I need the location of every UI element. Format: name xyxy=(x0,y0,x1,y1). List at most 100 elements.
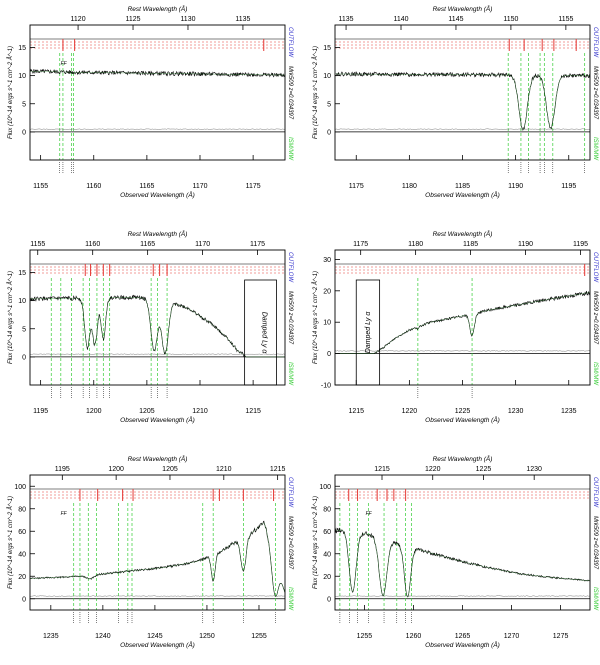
ism-label: ISM/MW xyxy=(287,137,293,161)
error-spectrum xyxy=(30,595,285,597)
y-tick-label: 0 xyxy=(22,596,26,603)
model-fit xyxy=(335,529,590,598)
top-tick-label: 1150 xyxy=(503,16,518,23)
x-tick-label: 1210 xyxy=(192,408,208,415)
ff-annotation: FF xyxy=(61,61,68,67)
y-tick-label: 40 xyxy=(323,551,331,558)
top-tick-label: 1145 xyxy=(448,16,463,23)
top-tick-label: 1195 xyxy=(55,466,70,473)
y-tick-label: 0 xyxy=(22,129,26,136)
spectrum-trace xyxy=(30,520,285,598)
x-axis-title: Observed Wavelength (Å) xyxy=(425,640,500,649)
x-tick-label: 1195 xyxy=(33,408,48,415)
y-tick-label: 10 xyxy=(18,298,26,305)
top-axis-title: Rest Wavelength (Å) xyxy=(433,454,493,463)
y-axis-title: Flux (10^-14 ergs s^-1 cm^-2 Å^-1) xyxy=(7,271,14,364)
x-tick-label: 1255 xyxy=(357,633,373,640)
outflow-label: OUTFLOW xyxy=(592,27,598,58)
x-tick-label: 1250 xyxy=(199,633,215,640)
top-tick-label: 1190 xyxy=(518,241,533,248)
error-spectrum xyxy=(335,350,590,352)
y-axis-title: Flux (10^-14 ergs s^-1 cm^-2 Å^-1) xyxy=(7,496,14,589)
plot-frame xyxy=(29,474,286,611)
x-tick-label: 1195 xyxy=(561,183,576,190)
y-tick-label: 60 xyxy=(323,529,331,536)
ff-annotation: FF xyxy=(61,511,68,517)
spectrum-panel-bottom-left: 1235 1240 1245 1250 1255 1195 1200 1205 1210 1215… xyxy=(7,454,293,649)
model-fit xyxy=(30,297,285,358)
y-tick-label: 100 xyxy=(319,484,331,491)
panel-title: Mrk509 z=0.034397 xyxy=(592,66,598,120)
y-axis-title: Flux (10^-14 ergs s^-1 cm^-2 Å^-1) xyxy=(312,271,319,364)
y-tick-label: 15 xyxy=(18,270,26,277)
top-tick-label: 1215 xyxy=(374,466,390,473)
x-tick-label: 1170 xyxy=(192,183,207,190)
top-tick-label: 1125 xyxy=(125,16,140,23)
top-tick-label: 1155 xyxy=(558,16,573,23)
top-tick-label: 1140 xyxy=(393,16,408,23)
y-tick-label: 10 xyxy=(323,320,331,327)
top-axis-title: Rest Wavelength (Å) xyxy=(433,4,493,13)
damped-lya-box xyxy=(244,279,277,386)
outflow-label: OUTFLOW xyxy=(287,477,293,508)
outflow-label: OUTFLOW xyxy=(287,27,293,58)
error-spectrum xyxy=(335,595,590,597)
spectrum-panel-middle-right: 1215 1220 1225 1230 1235 1175 1180 1185 1190 1195… xyxy=(312,229,598,424)
y-tick-label: 0 xyxy=(327,351,331,358)
x-tick-label: 1230 xyxy=(508,408,524,415)
y-tick-label: 80 xyxy=(18,506,26,513)
x-tick-label: 1175 xyxy=(246,183,261,190)
top-tick-label: 1200 xyxy=(108,466,124,473)
top-tick-label: 1135 xyxy=(235,16,250,23)
top-tick-label: 1135 xyxy=(339,16,354,23)
x-axis-title: Observed Wavelength (Å) xyxy=(120,190,195,199)
y-axis-title: Flux (10^-14 ergs s^-1 cm^-2 Å^-1) xyxy=(312,46,319,139)
top-tick-label: 1220 xyxy=(425,466,441,473)
x-tick-label: 1190 xyxy=(508,183,523,190)
error-spectrum xyxy=(335,128,590,130)
panel-title: Mrk509 z=0.034397 xyxy=(287,66,293,120)
y-tick-label: 5 xyxy=(22,101,26,108)
ism-label: ISM/MW xyxy=(592,587,598,611)
x-tick-label: 1235 xyxy=(561,408,577,415)
x-tick-label: 1160 xyxy=(86,183,101,190)
ff-annotation: FF xyxy=(366,511,373,517)
damped-lya-box xyxy=(355,279,381,386)
outflow-label: OUTFLOW xyxy=(287,252,293,283)
model-fit xyxy=(30,522,285,597)
ism-label: ISM/MW xyxy=(592,362,598,386)
top-tick-label: 1155 xyxy=(30,241,45,248)
top-tick-label: 1175 xyxy=(353,241,368,248)
spectrum-trace xyxy=(30,68,285,78)
y-tick-label: 80 xyxy=(323,506,331,513)
spectrum-trace xyxy=(335,71,590,131)
top-tick-label: 1205 xyxy=(162,466,178,473)
x-tick-label: 1275 xyxy=(553,633,569,640)
x-tick-label: 1255 xyxy=(251,633,267,640)
top-tick-label: 1165 xyxy=(140,241,155,248)
top-axis-title: Rest Wavelength (Å) xyxy=(433,229,493,238)
y-tick-label: 20 xyxy=(18,574,26,581)
y-axis-title: Flux (10^-14 ergs s^-1 cm^-2 Å^-1) xyxy=(7,46,14,139)
x-tick-label: 1245 xyxy=(147,633,163,640)
x-tick-label: 1215 xyxy=(348,408,364,415)
y-tick-label: 15 xyxy=(18,45,26,52)
top-tick-label: 1195 xyxy=(573,241,588,248)
x-tick-label: 1155 xyxy=(33,183,48,190)
spectrum-trace xyxy=(335,290,590,354)
spectrum-panel-bottom-right: 1255 1260 1265 1270 1275 1215 1220 1225 1230 0 20 4… xyxy=(312,454,598,649)
top-tick-label: 1185 xyxy=(463,241,478,248)
spectrum-panel-middle-left: 1195 1200 1205 1210 1215 1155 1160 1165 1170 1175… xyxy=(7,229,293,424)
outflow-label: OUTFLOW xyxy=(592,252,598,283)
y-tick-label: 5 xyxy=(22,326,26,333)
top-axis-title: Rest Wavelength (Å) xyxy=(128,229,188,238)
y-tick-label: 20 xyxy=(323,288,331,295)
x-tick-label: 1265 xyxy=(455,633,471,640)
top-tick-label: 1120 xyxy=(71,16,86,23)
x-tick-label: 1205 xyxy=(139,408,155,415)
y-tick-label: 0 xyxy=(327,129,331,136)
model-fit xyxy=(30,70,285,76)
top-tick-label: 1180 xyxy=(408,241,423,248)
x-tick-label: 1165 xyxy=(139,183,154,190)
y-tick-label: 10 xyxy=(323,73,331,80)
